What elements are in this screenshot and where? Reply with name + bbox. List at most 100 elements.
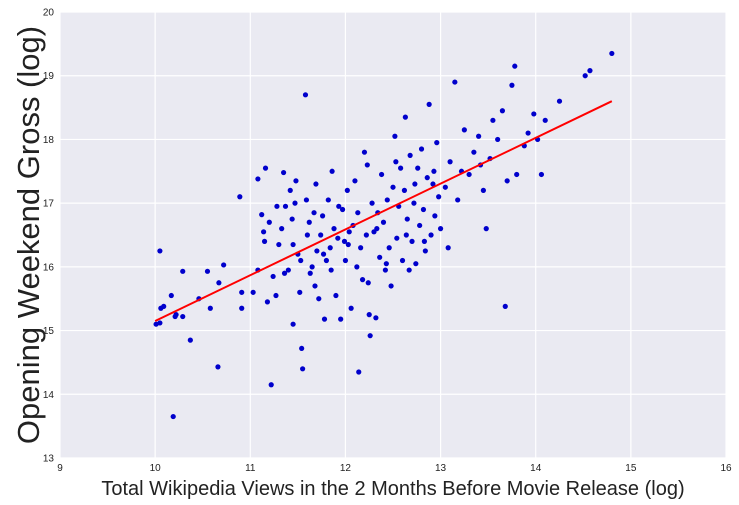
x-tick-label: 10 [150,463,162,474]
data-point [361,149,368,155]
data-point [336,203,342,209]
data-point [312,283,318,289]
data-point [293,178,299,184]
plot-area [60,12,726,458]
data-point [255,176,261,182]
data-point [378,171,385,178]
data-point [339,206,346,213]
data-point [502,303,508,309]
x-tick-label: 12 [340,463,352,474]
data-point [318,232,324,238]
data-point [358,245,364,251]
data-point [394,235,400,241]
data-point [279,226,285,232]
data-point [480,187,486,193]
data-point [499,108,506,114]
data-point [411,200,417,206]
data-point [342,257,349,264]
data-point [402,114,408,120]
data-point [431,168,437,174]
data-point [237,194,243,200]
data-point [377,254,383,260]
y-tick-label: 15 [43,326,55,337]
data-point [476,133,482,139]
data-point [356,369,362,375]
data-point [403,232,409,238]
data-point [221,262,227,268]
data-point [504,178,510,184]
data-point [261,238,268,244]
data-point [369,200,375,206]
data-point [365,280,371,286]
data-point [331,226,337,232]
data-point [268,382,274,388]
data-point [398,165,404,171]
data-point [273,292,279,299]
data-point [327,245,333,251]
data-point [412,181,418,187]
data-point [292,200,298,206]
data-point [471,149,477,155]
data-point [264,299,271,305]
data-point [352,178,358,184]
x-tick-label: 14 [530,463,542,474]
data-point [345,241,351,248]
data-point [170,413,176,420]
data-point [495,136,501,143]
data-point [297,289,303,295]
data-point [390,184,396,190]
data-point [346,229,352,235]
data-point [417,222,423,229]
data-point [320,251,327,257]
data-point [313,181,319,187]
data-point [290,241,296,248]
data-point [582,73,588,79]
data-point [447,159,453,165]
data-point [424,175,430,181]
data-point [307,270,313,276]
data-point [187,337,193,343]
data-point [364,162,370,168]
data-point [452,79,458,85]
data-point [461,127,467,133]
data-point [393,159,399,165]
data-point [280,169,287,176]
data-point [204,268,211,274]
data-point [262,165,269,171]
data-point [239,289,245,295]
data-point [216,280,222,286]
data-point [428,232,434,238]
y-axis-title: Opening Weekend Gross (log) [11,26,46,444]
data-point [299,345,305,352]
data-point [383,261,389,267]
data-point [531,111,537,117]
data-point [338,316,344,322]
data-point [401,187,408,193]
data-point [409,238,415,244]
data-point [420,206,427,213]
data-point [426,101,432,107]
x-tick-label: 15 [625,463,637,474]
x-tick-label: 9 [57,463,63,474]
data-point [512,63,518,69]
fit-lines [154,100,613,322]
x-tick-label: 16 [720,463,732,474]
data-point [384,197,390,203]
data-point [509,82,515,88]
data-point [609,50,615,57]
data-point [328,267,334,273]
data-point [321,316,328,322]
data-point [290,321,296,327]
data-point [367,333,373,339]
data-point [335,235,341,241]
data-point [399,257,406,264]
data-point [359,277,366,283]
data-point [329,168,335,174]
x-tick-label: 13 [435,463,447,474]
data-point [303,197,310,203]
data-point [490,117,496,123]
data-point [161,303,167,309]
data-point [514,171,520,178]
